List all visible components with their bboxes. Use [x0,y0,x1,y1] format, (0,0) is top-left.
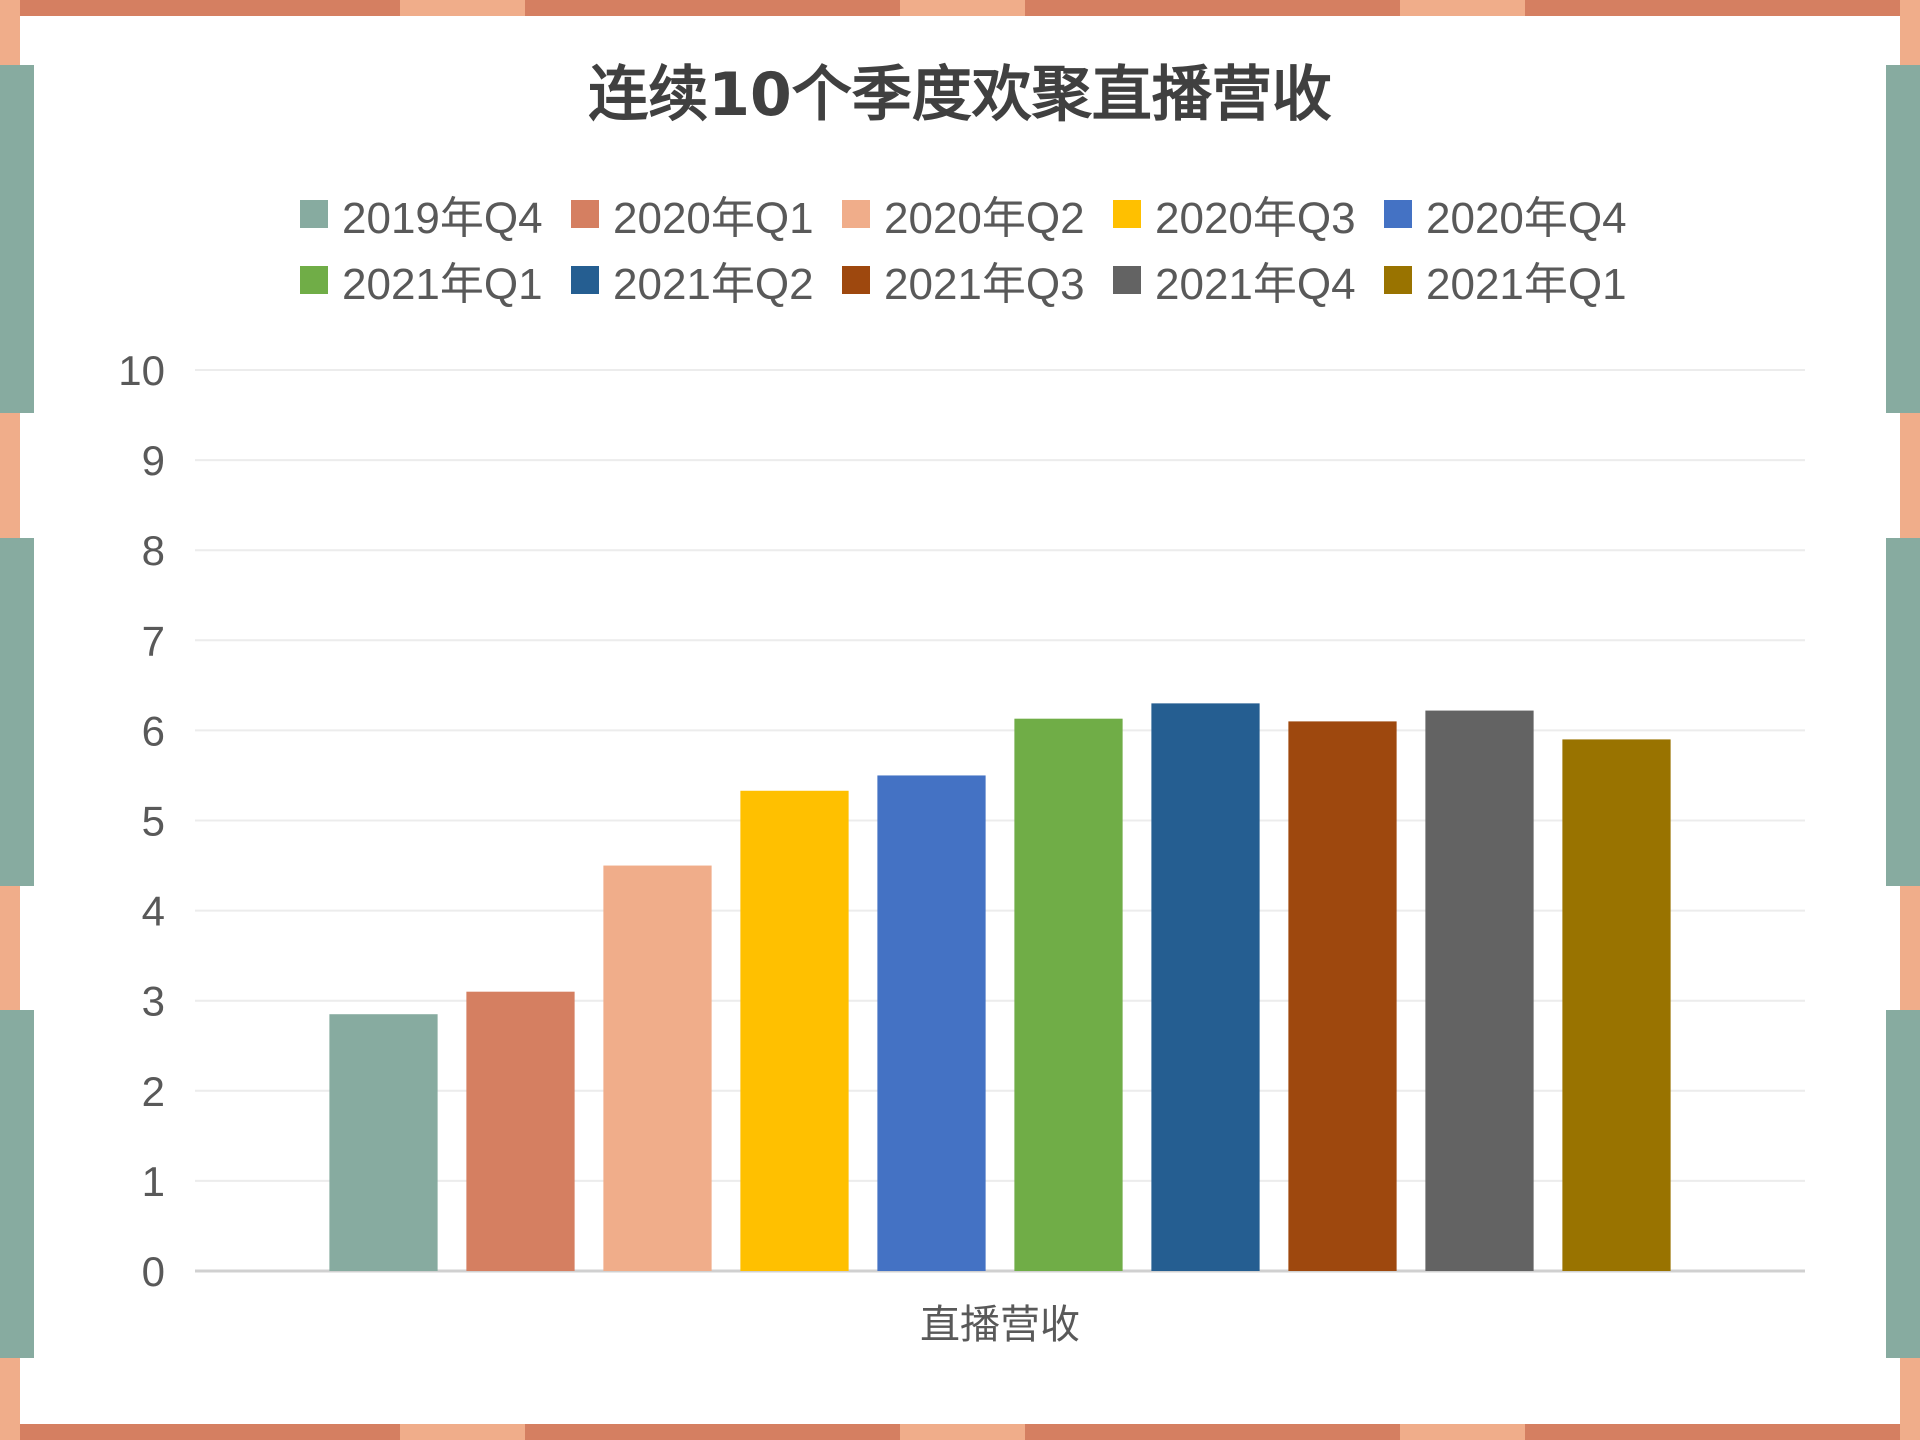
bar [877,775,986,1271]
legend-label: 2020年Q2 [884,194,1085,243]
chart-title: 连续10个季度欢聚直播营收 [588,60,1332,130]
legend-entry: 2020年Q3 [1113,182,1384,246]
legend-label: 2021年Q3 [884,260,1085,309]
bar [1014,718,1123,1271]
legend-label: 2021年Q4 [1155,260,1356,309]
legend-entry: 2021年Q4 [1113,248,1384,312]
legend-swatch [300,266,328,294]
y-tick-label: 2 [142,1068,165,1115]
frame-edge-strip [1400,1424,1525,1440]
bar [329,1014,438,1271]
bar [1425,710,1534,1271]
legend-entry: 2020年Q4 [1384,182,1655,246]
legend-label: 2019年Q4 [342,194,543,243]
legend-swatch [571,266,599,294]
legend-label: 2021年Q2 [613,260,814,309]
bar [1288,721,1397,1271]
legend-swatch [1113,200,1141,228]
bar [740,790,849,1271]
legend-swatch [1384,200,1412,228]
y-tick-label: 4 [142,888,165,935]
bar [603,865,712,1271]
y-tick-label: 7 [142,617,165,664]
legend-entry: 2021年Q2 [571,248,842,312]
y-tick-label: 10 [118,347,165,394]
frame-edge-strip [900,1424,1025,1440]
legend-entry: 2021年Q1 [300,248,571,312]
legend-entry: 2020年Q1 [571,182,842,246]
legend-swatch [1113,266,1141,294]
legend-row: 2021年Q1 2021年Q2 2021年Q3 2021年Q4 2021年Q1 [300,247,1700,313]
legend-entry: 2019年Q4 [300,182,571,246]
y-tick-label: 5 [142,798,165,845]
legend-row: 2019年Q4 2020年Q1 2020年Q2 2020年Q3 2020年Q4 [300,181,1700,247]
bar [466,991,575,1271]
legend-entry: 2021年Q3 [842,248,1113,312]
frame-edge-strip [1886,1010,1920,1358]
legend-label: 2020年Q3 [1155,194,1356,243]
y-tick-label: 9 [142,437,165,484]
legend-swatch [300,200,328,228]
legend-entry: 2021年Q1 [1384,248,1655,312]
frame-edge-strip [400,1424,525,1440]
legend-swatch [1384,266,1412,294]
legend-label: 2020年Q1 [613,194,814,243]
legend-entry: 2020年Q2 [842,182,1113,246]
frame-edge-strip [0,1010,34,1358]
frame-edge-strip [0,538,34,886]
y-tick-label: 1 [142,1158,165,1205]
frame-edge-strip [400,0,525,16]
frame-edge-strip [1886,538,1920,886]
legend: 2019年Q4 2020年Q1 2020年Q2 2020年Q3 2020年Q4 2021… [300,181,1700,313]
legend-label: 2021年Q1 [1426,260,1627,309]
frame-edge-strip [0,65,34,413]
y-tick-label: 8 [142,527,165,574]
legend-swatch [571,200,599,228]
bar [1562,739,1671,1271]
frame-edge-strip [1400,0,1525,16]
frame-edge-strip [900,0,1025,16]
legend-swatch [842,200,870,228]
y-tick-label: 3 [142,978,165,1025]
y-tick-label: 6 [142,707,165,754]
frame-edge-strip [1886,65,1920,413]
bar [1151,703,1260,1271]
legend-label: 2020年Q4 [1426,194,1627,243]
legend-swatch [842,266,870,294]
y-tick-label: 0 [142,1248,165,1295]
x-category-label: 直播营收 [920,1302,1080,1348]
legend-label: 2021年Q1 [342,260,543,309]
